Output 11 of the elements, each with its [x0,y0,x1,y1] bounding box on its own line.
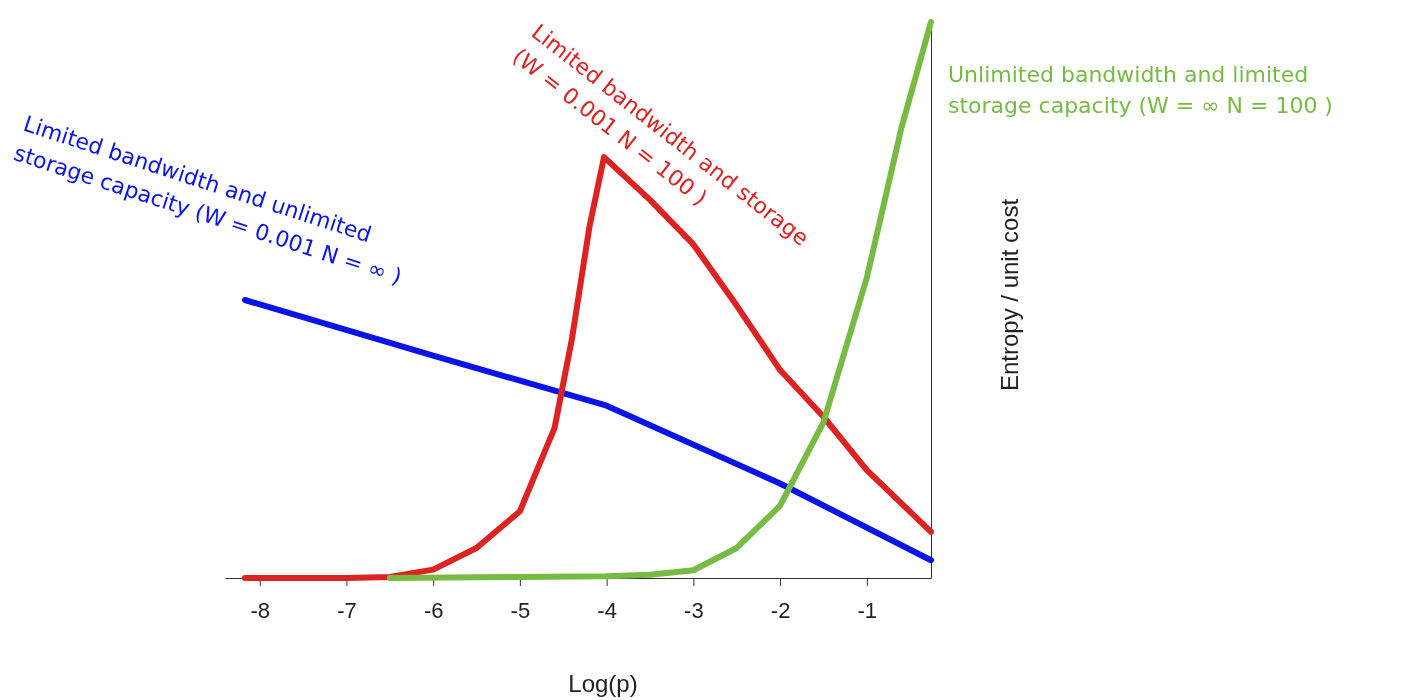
y-axis-title: Entropy / unit cost [996,198,1023,392]
x-tick-label: -5 [510,597,531,623]
x-tick-label: -7 [337,597,357,623]
x-tick-label: -3 [684,597,704,623]
x-tick-label: -8 [250,597,270,623]
x-tick-label: -4 [597,597,617,623]
x-axis-title: Log(p) [568,670,638,697]
x-tick-label: -6 [423,597,444,623]
x-tick-label: -1 [857,597,878,623]
series-label: Unlimited bandwidth and limited storage capacity (W = ∞ N = 100 ) [948,62,1333,118]
x-tick-label: -2 [770,597,791,623]
